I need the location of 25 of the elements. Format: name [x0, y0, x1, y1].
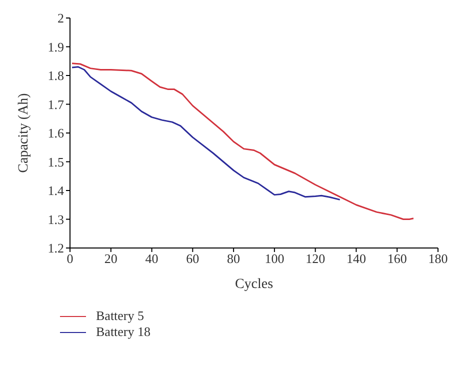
y-tick-label: 1.7	[48, 96, 64, 112]
line-series	[71, 66, 341, 200]
x-tick-label: 140	[346, 251, 366, 266]
legend-label: Battery 5	[96, 308, 144, 324]
x-axis-title: Cycles	[234, 277, 274, 292]
x-tick-label: 20	[104, 251, 118, 266]
y-tick-label: 1.8	[48, 68, 64, 84]
y-tick-label: 1.3	[48, 212, 64, 227]
y-tick-label: 1.5	[48, 154, 64, 170]
x-tick-label: 160	[387, 251, 407, 266]
y-tick-label: 1.2	[48, 240, 64, 256]
x-tick-label: 180	[428, 251, 448, 266]
x-tick-label: 40	[145, 251, 158, 266]
x-tick-label: 80	[227, 251, 240, 266]
x-tick-label: 60	[186, 251, 200, 266]
y-tick-label: 2	[58, 10, 64, 26]
y-tick-label: 1.4	[48, 183, 64, 198]
y-tick-label: 1.9	[48, 39, 64, 54]
legend-label: Battery 18	[96, 324, 151, 340]
x-tick-label: 0	[66, 251, 74, 266]
x-tick-label: 120	[306, 251, 326, 266]
y-tick-label: 1.6	[48, 126, 64, 141]
y-axis-title: Capacity (Ah)	[16, 92, 32, 173]
line-series	[71, 62, 414, 220]
x-tick-label: 100	[264, 251, 284, 266]
